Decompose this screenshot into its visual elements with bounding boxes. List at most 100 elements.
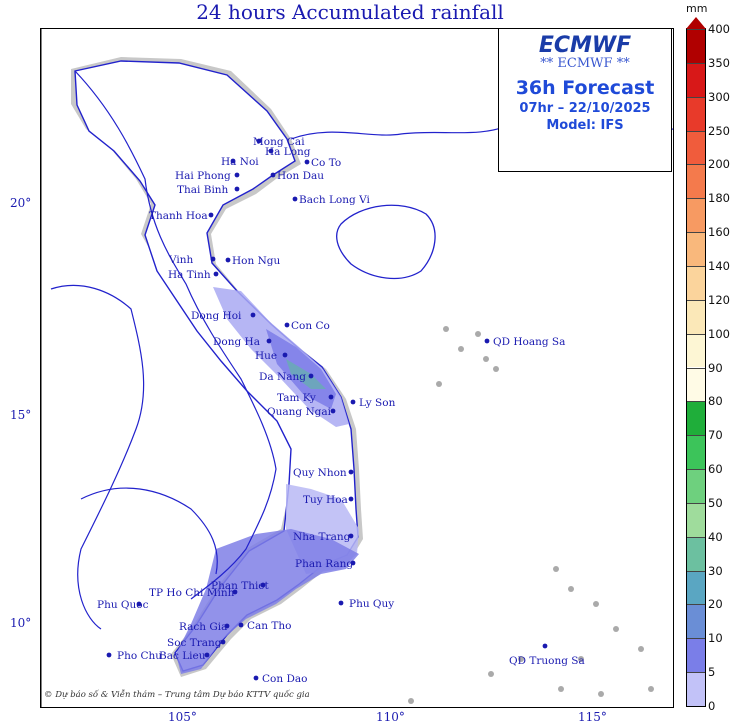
city-label: Phu Quoc xyxy=(97,599,149,611)
city-label: Soc Trang xyxy=(167,637,222,649)
city-dot xyxy=(213,271,219,277)
lon-tick-105: 105° xyxy=(168,710,197,724)
colorbar-cell xyxy=(687,164,705,199)
colorbar-cell xyxy=(687,232,705,266)
colorbar-cell xyxy=(687,469,705,503)
city-marker: Hai Phong xyxy=(175,170,240,182)
city-label: Pho Chu xyxy=(117,650,162,662)
colorbar-label: 90 xyxy=(708,360,723,375)
forecast-label: 36h Forecast xyxy=(515,77,655,99)
city-dot xyxy=(256,138,262,144)
colorbar-label: 350 xyxy=(708,55,730,70)
city-dot xyxy=(210,256,216,262)
colorbar-cell xyxy=(687,29,705,63)
city-dot xyxy=(348,469,354,475)
colorbar-cell xyxy=(687,265,705,300)
city-dot xyxy=(260,582,266,588)
city-label: Ly Son xyxy=(359,397,396,409)
city-dot xyxy=(266,338,272,344)
forecast-info-box: ECMWF ** ECMWF ** 36h Forecast 07hr – 22… xyxy=(498,28,672,172)
city-dot xyxy=(238,622,244,628)
city-dot xyxy=(542,643,548,649)
map-title: 24 hours Accumulated rainfall xyxy=(196,0,504,24)
city-marker: Phu Quoc xyxy=(97,599,149,611)
city-label: QD Hoang Sa xyxy=(493,336,565,348)
colorbar-cell xyxy=(687,604,705,639)
colorbar-label: 60 xyxy=(708,462,723,477)
rain-area-south xyxy=(176,529,359,674)
city-dot xyxy=(484,338,490,344)
city-dot xyxy=(253,675,259,681)
city-marker: Phan Thiet xyxy=(211,580,270,592)
colorbar-label: 70 xyxy=(708,428,723,443)
city-dot xyxy=(330,408,336,414)
city-dot xyxy=(250,312,256,318)
colorbar-label: 40 xyxy=(708,529,723,544)
city-label: Quy Nhon xyxy=(293,467,347,479)
hainan-island xyxy=(336,204,436,280)
city-marker: TP Ho Chi Minh xyxy=(149,587,238,599)
colorbar-top-arrow xyxy=(686,17,706,29)
colorbar-cell xyxy=(687,672,705,706)
city-label: Nha Trang xyxy=(293,531,351,543)
city-dot xyxy=(350,560,356,566)
city-dot xyxy=(304,159,310,165)
city-dot xyxy=(208,212,214,218)
city-marker: Pho Chu xyxy=(106,650,162,662)
colorbar-label: 10 xyxy=(708,631,723,646)
city-marker: Bac Lieu xyxy=(159,650,210,662)
city-marker: Tuy Hoa xyxy=(303,494,354,506)
city-marker: Hon Dau xyxy=(270,170,324,182)
city-label: Phu Quy xyxy=(349,598,394,610)
city-marker: Phu Quy xyxy=(338,598,394,610)
colorbar-cell xyxy=(687,638,705,673)
city-dot xyxy=(270,172,276,178)
spratly-islands xyxy=(408,566,654,704)
city-marker: Co To xyxy=(304,157,341,169)
colorbar-label: 200 xyxy=(708,157,730,172)
city-marker: Can Tho xyxy=(238,620,291,632)
colorbar-label: 100 xyxy=(708,326,730,341)
colorbar-cell xyxy=(687,299,705,334)
lat-tick-10: 10° xyxy=(10,616,32,630)
city-label: Bach Long Vi xyxy=(299,194,370,206)
border-laos-cambodia xyxy=(74,70,277,600)
rain-area-danang xyxy=(286,359,326,389)
city-dot xyxy=(234,172,240,178)
colorbar-cell xyxy=(687,62,705,97)
city-label: Phan Thiet xyxy=(211,580,270,592)
city-label: QD Truong Sa xyxy=(509,655,585,667)
colorbar-cell xyxy=(687,536,705,571)
colorbar-label: 80 xyxy=(708,394,723,409)
city-label: Phan Rang xyxy=(295,558,353,570)
city-dot xyxy=(136,601,142,607)
colorbar-cell xyxy=(687,333,705,368)
city-dot xyxy=(225,257,231,263)
city-marker: Quy Nhon xyxy=(293,467,354,479)
city-label: Ha Noi xyxy=(221,156,259,168)
city-label: Vinh xyxy=(168,254,194,266)
city-label: Thai Binh xyxy=(177,184,229,196)
city-label: Bac Lieu xyxy=(159,650,206,662)
city-marker: Ha Tinh xyxy=(168,269,219,281)
city-label: Dong Ha xyxy=(213,336,260,348)
city-label: Ha Long xyxy=(265,146,311,158)
city-dot xyxy=(204,652,210,658)
city-label: Con Dao xyxy=(262,673,307,685)
colorbar-label: 400 xyxy=(708,22,730,36)
city-marker: Con Co xyxy=(284,320,330,332)
city-dot xyxy=(338,600,344,606)
city-dot xyxy=(106,652,112,658)
city-dot xyxy=(328,394,334,400)
city-label: Hon Ngu xyxy=(232,255,280,267)
city-dot xyxy=(348,533,354,539)
colorbar-label: 160 xyxy=(708,225,730,240)
city-marker: Dong Ha xyxy=(213,336,272,348)
colorbar-cell xyxy=(687,96,705,131)
border-cambodia xyxy=(80,487,218,575)
city-dot xyxy=(350,399,356,405)
border-thailand xyxy=(50,284,145,630)
colorbar-label: 140 xyxy=(708,258,730,273)
city-label: Da Nang xyxy=(259,371,306,383)
